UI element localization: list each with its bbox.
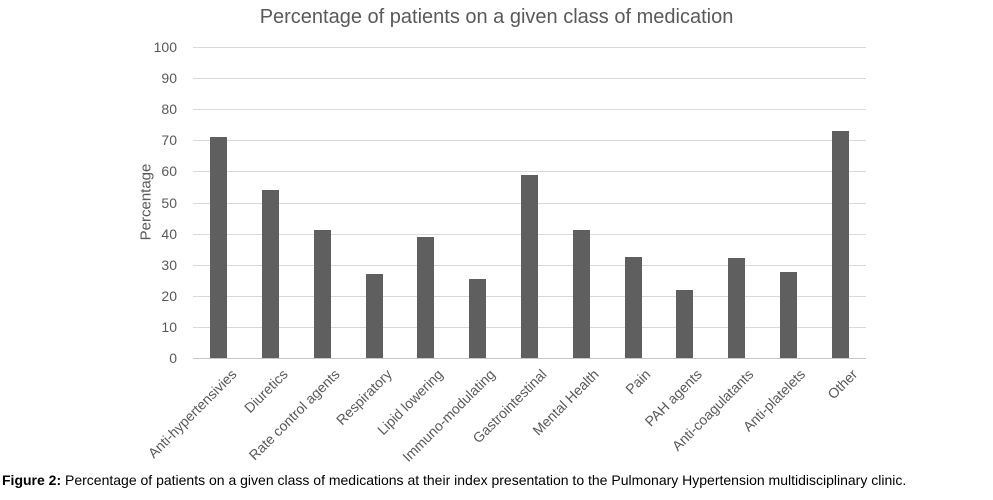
y-tick-label-30: 30 [161, 256, 177, 273]
bar-mental-health [572, 230, 590, 358]
bar-pah-agents [676, 289, 694, 358]
gridline-100 [193, 47, 866, 48]
bar-gastrointestinal [521, 174, 538, 358]
x-category-label-other: Other [824, 366, 861, 403]
x-category-label-pain: Pain [622, 366, 654, 398]
y-tick-label-100: 100 [153, 39, 177, 55]
bar-anti-coagulatants [728, 258, 746, 358]
y-tick-label-70: 70 [161, 132, 177, 149]
x-category-label-anti-hypertensivies: Anti-hypertensivies [144, 366, 240, 461]
y-tick-label-50: 50 [161, 194, 177, 211]
figure-caption-label: Figure 2: [2, 472, 62, 488]
y-tick-label-40: 40 [161, 225, 177, 242]
gridline-90 [193, 78, 866, 80]
figure-caption: Figure 2: Percentage of patients on a gi… [2, 470, 991, 490]
gridline-60 [193, 171, 866, 173]
gridline-80 [193, 109, 866, 111]
bar-pain [624, 256, 642, 358]
y-tick-label-90: 90 [161, 70, 177, 87]
bar-diuretics [262, 190, 280, 358]
bar-anti-platelets [779, 272, 797, 358]
x-category-label-diuretics: Diuretics [241, 366, 291, 416]
y-tick-label-10: 10 [161, 318, 177, 335]
bar-rate-control-agents [313, 230, 331, 358]
y-tick-label-60: 60 [161, 163, 177, 180]
x-axis-line [193, 358, 866, 359]
y-tick-label-20: 20 [161, 287, 177, 304]
figure-caption-text: Percentage of patients on a given class … [61, 472, 907, 488]
x-category-label-rate-control-agents: Rate control agents [245, 366, 343, 464]
bar-anti-hypertensivies [210, 137, 228, 358]
bar-respiratory [365, 274, 383, 358]
y-tick-label-0: 0 [169, 350, 177, 366]
bar-immuno-modulating [469, 278, 487, 358]
bar-other [831, 130, 849, 358]
x-category-label-immuno-modulating: Immuno-modulating [399, 366, 499, 465]
gridline-70 [193, 140, 866, 142]
bar-lipid-lowering [417, 236, 435, 358]
chart-title: Percentage of patients on a given class … [259, 6, 734, 28]
y-tick-label-80: 80 [161, 101, 177, 118]
plot-area [193, 47, 866, 359]
